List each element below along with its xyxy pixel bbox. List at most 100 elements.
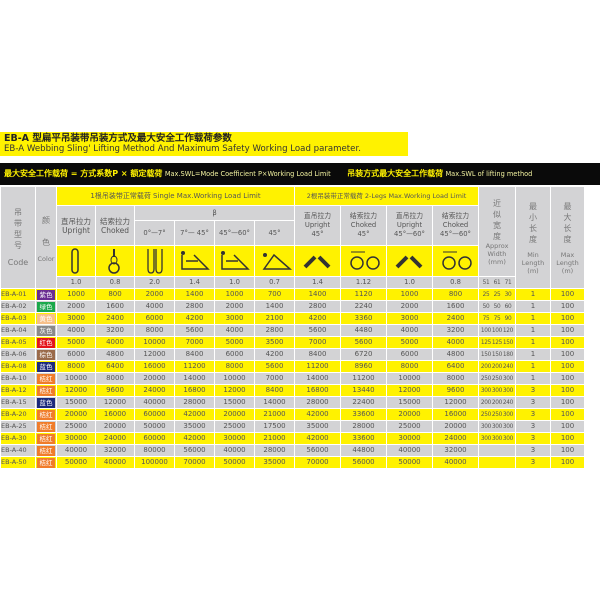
load-cell: 4200 <box>175 313 214 324</box>
load-cell: 40000 <box>135 397 174 408</box>
load-cell: 35000 <box>175 421 214 432</box>
load-table: 吊带型号 Code 颜色 Color 1根吊装带正常载荷 Single Max.Wo… <box>0 186 585 469</box>
width-cell: 50 50 60 <box>479 301 515 312</box>
load-cell: 22400 <box>341 397 386 408</box>
load-cell: 35000 <box>295 421 340 432</box>
max-length-cell: 100 <box>551 337 584 348</box>
load-cell: 8400 <box>295 349 340 360</box>
load-cell: 2400 <box>433 313 478 324</box>
load-cell: 3200 <box>433 325 478 336</box>
load-cell: 9600 <box>433 385 478 396</box>
load-cell: 12000 <box>433 397 478 408</box>
coefficient: 1.0 <box>387 277 432 288</box>
load-cell: 8000 <box>387 361 432 372</box>
width-value: 300 <box>502 375 514 382</box>
color-cell: 桔红 <box>36 445 56 456</box>
width-value: 30 <box>504 291 512 298</box>
legs-col-header: 直吊拉力 Upright 45°—60° <box>387 206 432 245</box>
load-cell: 4000 <box>96 337 134 348</box>
load-cell: 2000 <box>215 301 254 312</box>
load-cell: 20000 <box>57 409 95 420</box>
color-swatch: 棕色 <box>37 349 55 360</box>
load-cell: 80000 <box>135 445 174 456</box>
load-cell: 42000 <box>175 433 214 444</box>
color-swatch: 桔红 <box>37 373 55 384</box>
load-cell: 5600 <box>255 361 294 372</box>
formula-en2: Max.SWL of lifting method <box>445 170 533 178</box>
color-cell: 红色 <box>36 337 56 348</box>
load-cell: 6000 <box>215 349 254 360</box>
load-cell: 40000 <box>387 445 432 456</box>
load-cell: 700 <box>255 289 294 300</box>
max-length-cell: 100 <box>551 421 584 432</box>
load-cell: 33600 <box>341 409 386 420</box>
load-cell: 40000 <box>57 445 95 456</box>
load-cell: 4000 <box>387 325 432 336</box>
load-cell: 10000 <box>215 373 254 384</box>
load-cell: 4000 <box>215 325 254 336</box>
color-cell: 桔红 <box>36 433 56 444</box>
load-cell: 12000 <box>215 385 254 396</box>
basket-angle-icon <box>175 246 214 276</box>
load-cell: 4000 <box>135 301 174 312</box>
width-value: 100 <box>480 327 492 334</box>
load-cell: 5000 <box>387 337 432 348</box>
load-cell: 40000 <box>433 457 478 468</box>
coefficient: 1.0 <box>57 277 95 288</box>
legs-col-header: 结索拉力 Choked 45° <box>341 206 386 245</box>
load-cell: 11200 <box>341 373 386 384</box>
code-header: 吊带型号 Code <box>1 187 35 288</box>
two-leg-vertical-icon <box>295 246 340 276</box>
load-cell: 4800 <box>433 349 478 360</box>
load-cell: 16800 <box>295 385 340 396</box>
color-cell: 蓝色 <box>36 397 56 408</box>
width-value: 75 <box>482 315 490 322</box>
color-swatch: 桔红 <box>37 421 55 432</box>
load-cell: 2400 <box>96 313 134 324</box>
width-cell <box>479 445 515 456</box>
color-cell: 桔红 <box>36 457 56 468</box>
max-header: 最大长度 Max Length (m) <box>551 187 584 288</box>
width-cell <box>479 457 515 468</box>
code-cell: EB-A-25 <box>1 421 35 432</box>
coefficient: 1.4 <box>175 277 214 288</box>
color-cell: 蓝色 <box>36 361 56 372</box>
color-swatch: 黄色 <box>37 313 55 324</box>
width-value: 75 <box>493 315 501 322</box>
load-cell: 20000 <box>96 421 134 432</box>
choked-header: 结索拉力 Choked <box>96 206 134 245</box>
max-length-cell: 100 <box>551 445 584 456</box>
load-cell: 24000 <box>433 433 478 444</box>
load-cell: 2800 <box>255 325 294 336</box>
load-cell: 1000 <box>57 289 95 300</box>
load-cell: 4800 <box>96 349 134 360</box>
code-cell: EB-A-10 <box>1 373 35 384</box>
load-cell: 2000 <box>135 289 174 300</box>
title-cn: EB-A 型扁平吊装带吊装方式及最大安全工作载荷参数 <box>4 133 232 144</box>
choked-sling-icon <box>96 246 134 276</box>
vertical-sling-icon <box>57 246 95 276</box>
width-value: 200 <box>491 399 503 406</box>
load-cell: 42000 <box>175 409 214 420</box>
min-header: 最小长度 Min Length (m) <box>516 187 550 288</box>
load-cell: 15000 <box>57 397 95 408</box>
load-cell: 28000 <box>175 397 214 408</box>
width-cell: 100100120 <box>479 325 515 336</box>
load-cell: 1120 <box>341 289 386 300</box>
width-value: 300 <box>480 387 492 394</box>
table-row: EB-A-06 棕色 6000 4800 12000 8400 6000 4200 8400 67… <box>1 349 584 360</box>
color-cell: 黄色 <box>36 313 56 324</box>
color-swatch: 蓝色 <box>37 361 55 372</box>
width-value: 300 <box>480 423 492 430</box>
width-value: 250 <box>480 411 492 418</box>
load-cell: 6000 <box>57 349 95 360</box>
color-cell: 桔红 <box>36 409 56 420</box>
load-cell: 4200 <box>255 349 294 360</box>
load-cell: 5000 <box>215 337 254 348</box>
load-cell: 7000 <box>295 337 340 348</box>
width-value: 300 <box>491 387 503 394</box>
color-swatch: 蓝色 <box>37 397 55 408</box>
min-length-cell: 3 <box>516 397 550 408</box>
load-cell: 24000 <box>96 433 134 444</box>
max-length-cell: 100 <box>551 301 584 312</box>
